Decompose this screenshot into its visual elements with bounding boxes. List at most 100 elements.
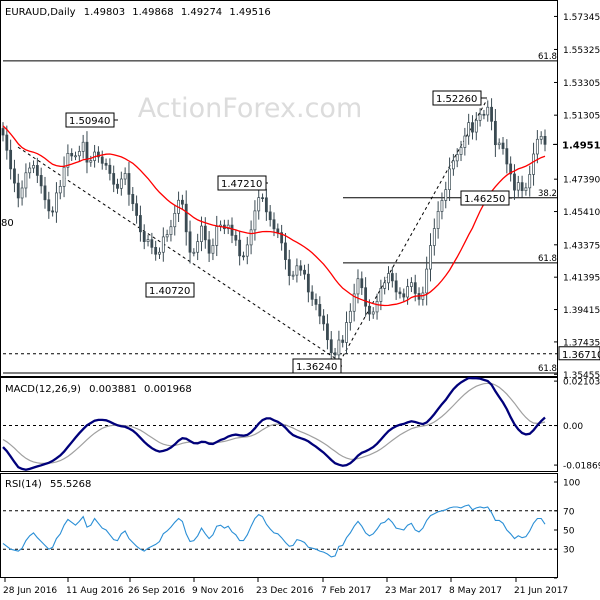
header-low: 1.49274 — [181, 7, 222, 18]
candle-body — [455, 154, 459, 162]
candle-body — [47, 199, 51, 212]
candle-body — [516, 182, 520, 191]
macd-y-tick-label: -0.018699 — [563, 462, 600, 472]
header-high: 1.49868 — [132, 7, 173, 18]
candle-body — [410, 282, 413, 287]
candle-body — [528, 174, 532, 189]
price-marker-label: 1.36240 — [296, 362, 337, 373]
candle-body — [131, 194, 135, 205]
candle-body — [184, 203, 188, 233]
candle-body — [203, 225, 207, 241]
candle-body — [406, 286, 409, 298]
candle-body — [429, 245, 432, 270]
candle-body — [116, 183, 119, 189]
candle-body — [375, 301, 379, 313]
x-tick-label: 9 Nov 2016 — [192, 586, 244, 596]
candle-body — [394, 280, 398, 293]
candle-body — [303, 269, 306, 275]
candle-body — [451, 160, 455, 170]
candle-body — [467, 122, 471, 137]
candle-body — [318, 304, 322, 317]
candle-body — [74, 155, 77, 158]
y-tick-label: 1.53305 — [563, 79, 600, 89]
macd-line — [2, 376, 546, 471]
y-tick-label: 1.39415 — [563, 306, 600, 316]
y-tick-label: 1.55325 — [563, 46, 600, 56]
price-marker-box — [292, 358, 342, 374]
candle-body — [413, 282, 417, 294]
candle-body — [139, 215, 142, 233]
signal-line — [2, 382, 546, 464]
candle-body — [539, 135, 543, 140]
candle-body — [272, 219, 276, 230]
x-tick-label: 28 Jun 2016 — [3, 586, 57, 596]
candle-body — [524, 187, 528, 191]
svg-text:MACD(12,26,9) 0.003881: MACD(12,26,9) 0.003881 0.001968 — [5, 384, 192, 395]
candle-body — [20, 187, 24, 199]
candle-body — [360, 278, 364, 289]
candle-body — [509, 163, 513, 175]
candle-body — [436, 211, 440, 229]
candle-body — [459, 147, 463, 155]
candle-body — [306, 273, 310, 293]
candle-body — [58, 186, 62, 194]
price-marker-label: 1.40720 — [149, 286, 190, 297]
svg-text:RSI(14) 55.5268: RSI(14) 55.5268 — [5, 479, 91, 490]
candle-body — [215, 226, 219, 246]
price-marker-box — [65, 112, 115, 128]
candle-body — [188, 231, 192, 253]
candle-body — [39, 175, 43, 187]
candle-body — [1, 128, 5, 136]
candle-body — [268, 211, 272, 221]
rsi-line — [2, 504, 546, 558]
candle-body — [398, 291, 402, 295]
candle-body — [108, 164, 112, 174]
header-close: 1.49516 — [229, 7, 270, 18]
candle-body — [520, 182, 524, 191]
rsi-label: RSI(14) — [5, 479, 42, 490]
candle-body — [180, 199, 184, 205]
candle-body — [234, 235, 238, 241]
candle-body — [43, 185, 47, 201]
candle-body — [493, 120, 497, 146]
y-tick-label: 1.41395 — [563, 274, 600, 284]
trend-line — [339, 99, 488, 362]
candle-body — [322, 315, 326, 325]
candle-body — [196, 241, 200, 253]
candle-body — [207, 239, 211, 254]
candle-body — [352, 293, 356, 312]
candle-body — [200, 225, 203, 242]
price-panel-frame — [0, 0, 558, 377]
candle-body — [478, 113, 482, 121]
header-symbol: EURAUD,Daily — [5, 7, 76, 18]
candle-body — [112, 173, 116, 185]
candle-body — [13, 168, 16, 184]
y-tick-label: 1.43375 — [563, 241, 600, 251]
macd-y-tick-label: 0.021032 — [563, 378, 600, 388]
candle-body — [371, 311, 375, 315]
candle-body — [146, 239, 150, 242]
macd-panel-frame — [0, 377, 558, 472]
price-marker-box — [217, 175, 267, 191]
candle-body — [165, 234, 169, 238]
watermark: ActionForex.com — [138, 93, 363, 124]
candle-body — [5, 134, 9, 151]
candle-body — [192, 251, 196, 254]
candle-body — [81, 141, 85, 152]
candle-body — [314, 298, 318, 305]
candle-body — [16, 182, 20, 199]
candle-body — [253, 210, 257, 231]
price-marker-label: 1.46250 — [464, 194, 505, 205]
candle-body — [383, 282, 387, 289]
x-tick-label: 23 Dec 2016 — [256, 586, 314, 596]
y-tick-label: 1.35455 — [563, 371, 600, 381]
candle-body — [51, 210, 55, 213]
y-tick-label: 1.57345 — [563, 13, 600, 23]
candle-body — [448, 168, 451, 190]
candle-body — [280, 232, 284, 244]
candle-body — [505, 148, 509, 165]
candle-body — [154, 246, 158, 255]
current-price-label: 1.49516 — [562, 140, 600, 151]
level-label: 61.8 — [538, 364, 557, 374]
candle-body — [337, 339, 341, 356]
